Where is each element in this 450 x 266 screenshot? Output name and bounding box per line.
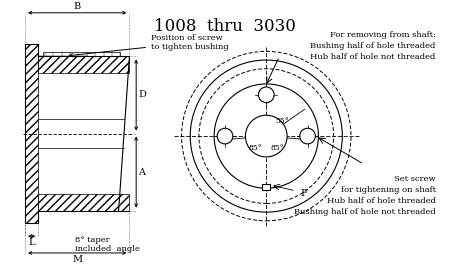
Text: 55°: 55° bbox=[275, 117, 288, 125]
Text: A: A bbox=[138, 168, 145, 177]
Bar bbox=[262, 184, 270, 190]
Text: M: M bbox=[72, 255, 82, 264]
Text: For removing from shaft:
Bushing half of hole threaded
Hub half of hole not thre: For removing from shaft: Bushing half of… bbox=[310, 31, 436, 61]
Circle shape bbox=[300, 128, 315, 144]
Text: Position of screw
to tighten bushing: Position of screw to tighten bushing bbox=[69, 34, 229, 57]
Text: B: B bbox=[74, 2, 81, 11]
Text: F: F bbox=[300, 189, 307, 198]
Circle shape bbox=[217, 128, 233, 144]
Bar bbox=[43, 52, 120, 56]
Bar bbox=[25, 44, 38, 223]
Text: 85°: 85° bbox=[270, 144, 284, 152]
Circle shape bbox=[245, 115, 287, 157]
Text: D: D bbox=[138, 90, 146, 99]
Bar bbox=[38, 194, 130, 211]
Text: 8° taper
included  angle: 8° taper included angle bbox=[75, 236, 140, 253]
Circle shape bbox=[258, 87, 274, 103]
Text: Set screw
for tightening on shaft
Hub half of hole threaded
Bushing half of hole: Set screw for tightening on shaft Hub ha… bbox=[294, 174, 436, 216]
Text: L: L bbox=[28, 238, 35, 247]
Text: 85°: 85° bbox=[248, 144, 262, 152]
Text: 1008  thru  3030: 1008 thru 3030 bbox=[154, 18, 296, 35]
Bar bbox=[38, 56, 130, 73]
